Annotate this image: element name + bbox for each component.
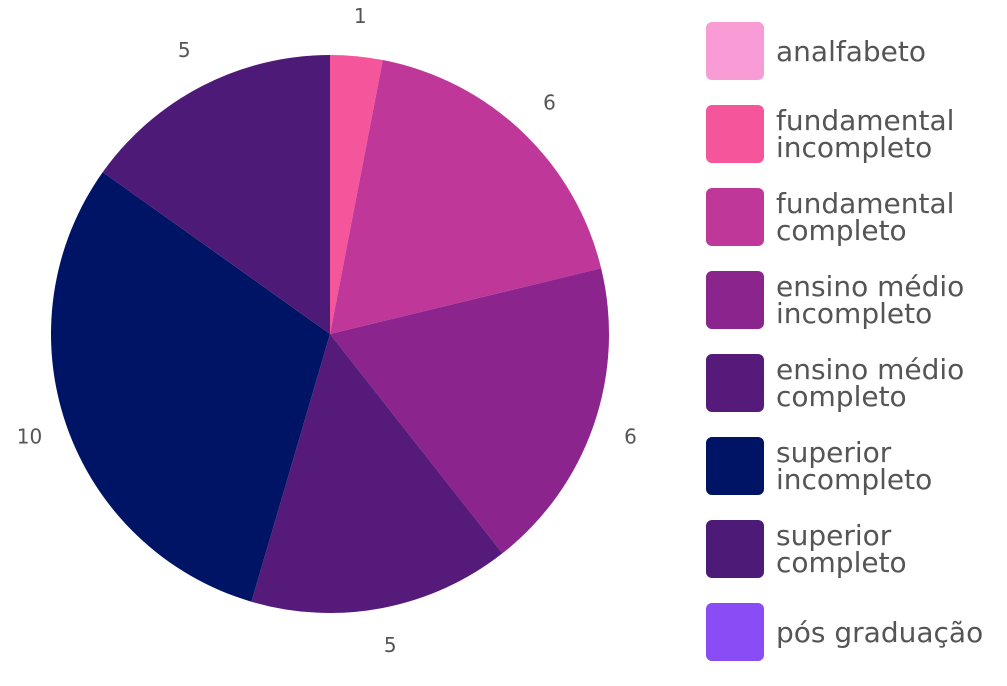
data-label: 10 [17,425,42,449]
legend-item: ensino médio incompleto [706,271,1006,329]
data-label: 5 [178,38,191,62]
legend-label: superior incompleto [776,436,933,496]
legend-swatch [706,354,764,412]
legend-label: ensino médio completo [776,353,965,413]
data-label: 1 [354,4,367,28]
legend-item: ensino médio completo [706,354,1006,412]
legend-item: superior incompleto [706,437,1006,495]
data-label: 6 [624,425,637,449]
legend-label: ensino médio incompleto [776,270,965,330]
pie-slice [251,334,503,614]
legend-label: analfabeto [776,34,926,68]
chart: 1 6 6 5 10 5 [17,4,637,657]
pie-slice [102,54,330,334]
legend-item: pós graduação [706,603,1006,661]
pie-slice [330,55,383,334]
legend-label: pós graduação [776,615,984,649]
legend-item: fundamental completo [706,188,1006,246]
legend-swatch [706,271,764,329]
legend-swatch [706,105,764,163]
pie-slice [51,172,330,602]
pie-slice [330,60,602,334]
legend-label: fundamental completo [776,187,955,247]
data-label: 6 [543,90,556,114]
legend-swatch [706,437,764,495]
legend-swatch [706,22,764,80]
legend-item: superior completo [706,520,1006,578]
legend-item: analfabeto [706,22,1006,80]
legend-label: fundamental incompleto [776,104,955,164]
legend-swatch [706,188,764,246]
legend: analfabeto fundamental incompleto fundamen… [706,22,1006,686]
legend-swatch [706,603,764,661]
legend-item: fundamental incompleto [706,105,1006,163]
data-label: 5 [384,633,397,657]
legend-label: superior completo [776,519,907,579]
legend-swatch [706,520,764,578]
pie-slice [330,268,609,554]
